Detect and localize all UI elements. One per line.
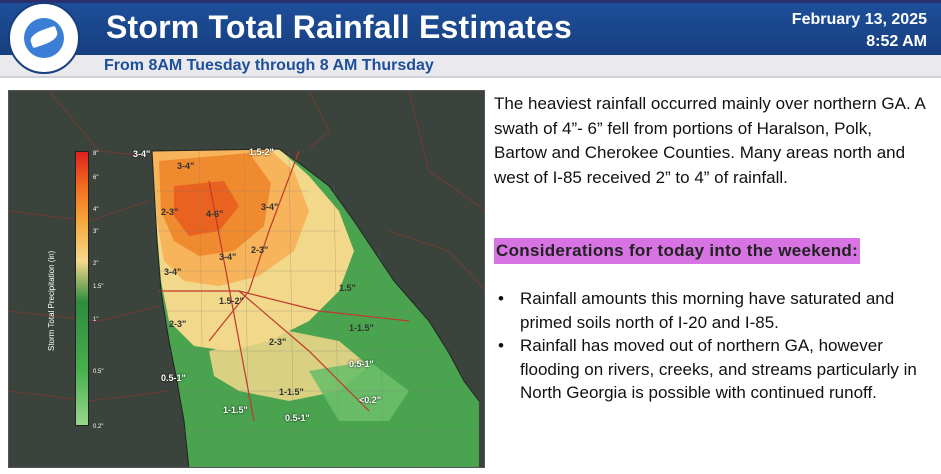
subtitle-bar (0, 55, 941, 78)
legend-tick: 1" (93, 317, 99, 323)
legend-tick: 4" (93, 207, 99, 213)
rain-label: 1.5" (339, 283, 356, 293)
list-item: Rainfall has moved out of northern GA, h… (494, 334, 934, 405)
issue-datetime: February 13, 2025 8:52 AM (792, 9, 927, 53)
rain-label: 3-4" (133, 149, 151, 159)
rain-label: 1-1.5" (349, 323, 374, 333)
issue-date: February 13, 2025 (791, 11, 927, 28)
legend-tick: 8" (93, 151, 99, 157)
rain-label: 2-3" (251, 245, 269, 255)
page-title: Storm Total Rainfall Estimates (106, 9, 572, 45)
rain-label: 2-3" (269, 337, 287, 347)
issue-time: 8:52 AM (866, 33, 927, 50)
legend-tick: 6" (93, 175, 99, 181)
rain-label: 2-3" (169, 319, 187, 329)
rain-label: 4-6" (206, 209, 224, 219)
legend-tick: 3" (93, 229, 99, 235)
legend-tick: 0.2" (93, 424, 104, 430)
page-subtitle: From 8AM Tuesday through 8 AM Thursday (104, 57, 434, 74)
rain-label: 3-4" (219, 252, 237, 262)
rain-label: 1-1.5" (223, 405, 248, 415)
rain-label: 1-1.5" (279, 387, 304, 397)
legend-title: Storm Total Precipitation (in) (47, 250, 56, 351)
precip-legend-bar (75, 151, 89, 426)
rain-label: 0.5-1" (161, 373, 186, 383)
nws-logo (8, 2, 80, 74)
rain-label: 1.5-2" (249, 147, 274, 157)
rain-label: 0.5-1" (285, 413, 310, 423)
legend-tick: 1.5" (93, 284, 104, 290)
rain-label: 3-4" (177, 161, 195, 171)
rainfall-map: Storm Total Precipitation (in) 8" 6" 4" … (8, 90, 485, 468)
rain-label: 2-3" (161, 207, 179, 217)
legend-tick: 0.5" (93, 369, 104, 375)
list-item: Rainfall amounts this morning have satur… (494, 287, 934, 334)
rain-label: 3-4" (164, 267, 182, 277)
considerations-list: Rainfall amounts this morning have satur… (494, 287, 934, 405)
rain-label: 1.5-2" (219, 296, 244, 306)
rain-label: 3-4" (261, 202, 279, 212)
rain-label: <0.2" (359, 395, 382, 405)
legend-tick: 2" (93, 261, 99, 267)
summary-paragraph: The heaviest rainfall occurred mainly ov… (494, 94, 925, 187)
rain-label: 0.5-1" (349, 359, 374, 369)
title-banner (0, 0, 941, 55)
considerations-heading: Considerations for today into the weeken… (494, 238, 861, 264)
